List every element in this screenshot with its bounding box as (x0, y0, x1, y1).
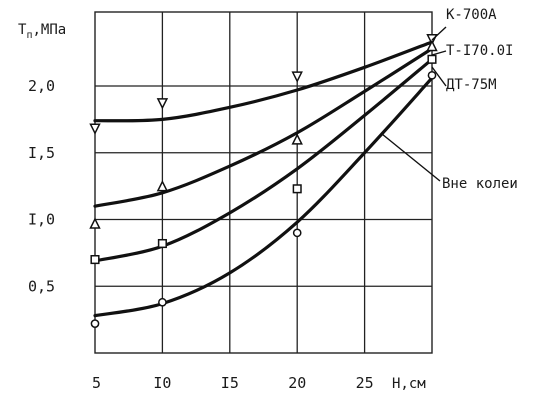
data-markers (89, 34, 438, 328)
x-tick-label: 25 (356, 374, 374, 392)
grid (94, 11, 433, 354)
y-tick-label: I,5 (28, 144, 55, 162)
series-label: Т-I70.0I (446, 43, 513, 59)
marker-triangle-up (426, 39, 438, 52)
x-tick-label: I5 (221, 374, 239, 392)
marker-circle (427, 70, 437, 80)
y-axis-title: Tп,МПа (18, 22, 66, 41)
y-tick-label: 2,0 (28, 77, 55, 95)
series-label: ДТ-75М (446, 77, 497, 93)
marker-triangle-up (89, 217, 101, 229)
marker-triangle-down (156, 98, 169, 110)
plot-frame (94, 11, 433, 354)
series-leader-line (381, 133, 441, 182)
series-curve (93, 57, 434, 263)
tick-labels: 5 I0 I5 20 25 0,5 I,0 I,5 2,0 К-700А Т-I70.0I ДТ-75… (28, 7, 518, 392)
marker-square (90, 255, 100, 265)
y-tick-label: I,0 (28, 211, 55, 229)
y-tick-label: 0,5 (28, 277, 55, 295)
marker-circle (158, 297, 167, 307)
marker-triangle-down (89, 123, 101, 135)
marker-triangle-up (291, 133, 303, 145)
marker-circle (292, 228, 302, 238)
series-curve (93, 47, 434, 208)
label-leaders (381, 26, 447, 182)
marker-circle (90, 319, 100, 328)
marker-square (157, 238, 167, 249)
series-leader-line (431, 26, 447, 41)
marker-triangle-up (156, 179, 169, 192)
series-label: К-700А (446, 7, 497, 23)
marker-square (292, 184, 302, 194)
marker-square (427, 54, 437, 64)
x-tick-label: 5 (92, 374, 101, 392)
series-curves (93, 40, 434, 318)
series-leader-line (431, 66, 447, 87)
x-tick-label: I0 (153, 374, 171, 392)
x-tick-label: 20 (288, 374, 306, 392)
x-axis-title: H,см (392, 376, 426, 392)
marker-triangle-down (291, 71, 303, 83)
series-leader-line (431, 50, 447, 56)
series-label: Вне колеи (442, 176, 518, 192)
series-curve (93, 40, 434, 123)
